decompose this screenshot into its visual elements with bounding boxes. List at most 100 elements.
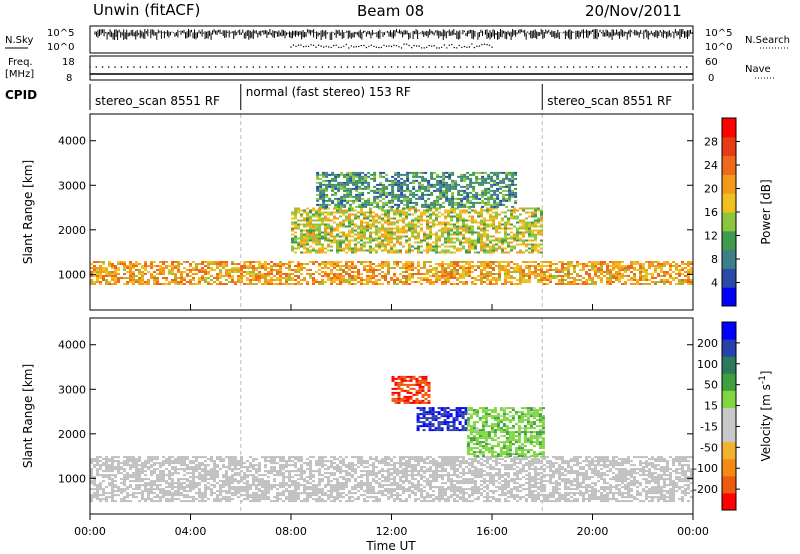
- data-cell: [642, 271, 645, 273]
- data-cell: [459, 231, 462, 234]
- data-cell: [463, 185, 467, 188]
- data-cell: [472, 181, 476, 184]
- data-cell: [519, 243, 522, 246]
- data-cell: [198, 496, 201, 499]
- nave-point: [202, 66, 204, 68]
- data-cell: [240, 277, 243, 279]
- data-cell: [393, 217, 396, 220]
- data-cell: [141, 490, 144, 493]
- data-cell: [511, 193, 515, 196]
- data-cell: [531, 271, 534, 273]
- data-cell: [468, 229, 471, 232]
- data-cell: [231, 492, 234, 495]
- data-cell: [427, 197, 431, 200]
- data-cell: [648, 263, 651, 265]
- data-cell: [483, 281, 486, 283]
- data-cell: [384, 219, 387, 222]
- data-cell: [391, 189, 395, 192]
- data-cell: [348, 283, 351, 285]
- data-cell: [300, 283, 303, 285]
- data-cell: [334, 175, 338, 178]
- data-cell: [255, 269, 258, 271]
- data-cell: [348, 243, 351, 246]
- data-cell: [408, 275, 411, 277]
- data-cell: [579, 275, 582, 277]
- date-title: 20/Nov/2011: [585, 2, 682, 20]
- data-cell: [174, 283, 177, 285]
- data-cell: [132, 283, 135, 285]
- data-cell: [255, 261, 258, 263]
- data-cell: [270, 267, 273, 269]
- data-cell: [408, 225, 411, 228]
- data-cell: [337, 205, 341, 208]
- data-cell: [567, 261, 570, 263]
- data-cell: [499, 203, 503, 206]
- data-cell: [264, 277, 267, 279]
- data-cell: [99, 460, 102, 463]
- data-cell: [441, 269, 444, 271]
- data-cell: [99, 273, 102, 275]
- data-cell: [381, 207, 384, 210]
- data-cell: [237, 267, 240, 269]
- nsearch-point: [426, 46, 428, 49]
- data-cell: [210, 261, 213, 263]
- data-cell: [315, 279, 318, 281]
- data-cell: [105, 271, 108, 273]
- data-cell: [108, 492, 111, 495]
- data-cell: [460, 179, 464, 182]
- data-cell: [177, 484, 180, 487]
- data-cell: [474, 265, 477, 267]
- data-cell: [219, 283, 222, 285]
- data-cell: [129, 456, 132, 459]
- data-cell: [684, 263, 687, 265]
- data-cell: [315, 249, 318, 252]
- data-cell: [472, 195, 476, 198]
- data-cell: [319, 181, 323, 184]
- data-cell: [306, 225, 309, 228]
- data-cell: [321, 231, 324, 234]
- data-cell: [228, 482, 231, 485]
- data-cell: [378, 279, 381, 281]
- data-cell: [306, 237, 309, 240]
- data-cell: [420, 241, 423, 244]
- data-cell: [384, 227, 387, 230]
- cpid-label: CPID: [5, 88, 37, 102]
- data-cell: [408, 213, 411, 216]
- data-cell: [204, 476, 207, 479]
- data-cell: [369, 235, 372, 238]
- data-cell: [324, 281, 327, 283]
- data-cell: [147, 279, 150, 281]
- data-cell: [396, 277, 399, 279]
- data-cell: [315, 227, 318, 230]
- data-cell: [417, 251, 420, 254]
- data-cell: [456, 277, 459, 279]
- nsearch-point: [340, 46, 342, 49]
- nave-point: [277, 66, 280, 68]
- data-cell: [570, 281, 573, 283]
- data-cell: [348, 229, 351, 232]
- data-cell: [394, 177, 398, 180]
- nave-point: [598, 66, 600, 68]
- data-cell: [367, 197, 371, 200]
- data-cell: [417, 231, 420, 234]
- data-cell: [195, 265, 198, 267]
- data-cell: [150, 466, 153, 469]
- data-cell: [460, 203, 464, 206]
- data-cell: [549, 267, 552, 269]
- data-cell: [234, 458, 237, 461]
- nsearch-point: [368, 45, 370, 48]
- data-cell: [123, 468, 126, 471]
- data-cell: [624, 271, 627, 273]
- data-cell: [111, 468, 114, 471]
- data-cell: [126, 476, 129, 479]
- data-cell: [318, 217, 321, 220]
- data-cell: [510, 249, 513, 252]
- nsearch-point: [400, 47, 403, 49]
- data-cell: [483, 273, 486, 275]
- data-cell: [573, 283, 576, 285]
- data-cell: [439, 187, 443, 190]
- data-cell: [412, 179, 416, 182]
- data-cell: [379, 173, 383, 176]
- data-cell: [165, 283, 168, 285]
